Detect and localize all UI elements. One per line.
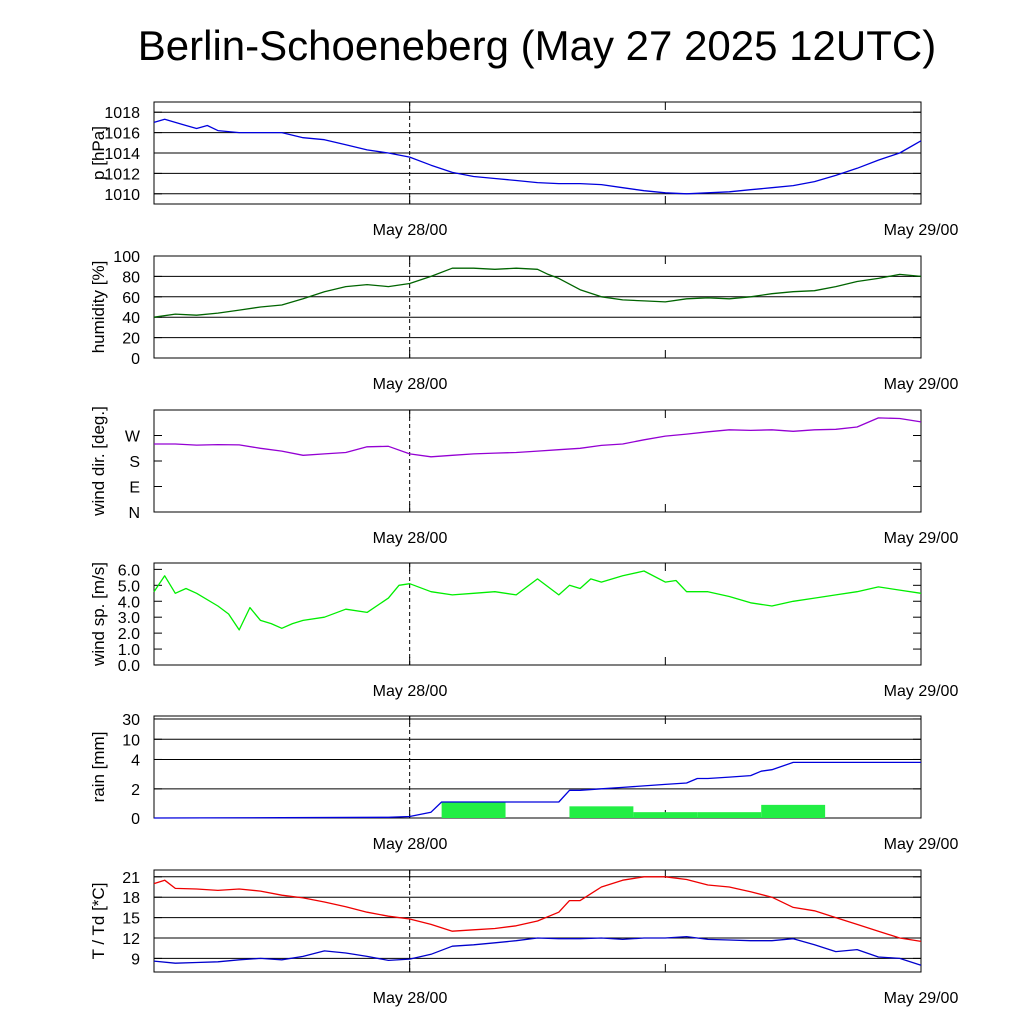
- y-axis-label: humidity [%]: [89, 261, 108, 354]
- y-tick-label: 40: [122, 310, 140, 327]
- x-tick-label: May 28/00: [373, 683, 448, 700]
- x-tick-label: May 29/00: [884, 990, 959, 1007]
- rain-bar: [761, 804, 826, 818]
- series-line-temperature_dewpoint-0: [153, 876, 922, 943]
- plot-frame: [153, 562, 922, 666]
- y-tick-label: 1016: [104, 126, 140, 143]
- y-tick-label: 0: [131, 811, 140, 828]
- y-axis-label: wind dir. [deg.]: [89, 406, 108, 517]
- y-tick-label: 1014: [104, 146, 140, 163]
- y-tick-label: 3.0: [118, 610, 140, 627]
- rain-bar: [441, 801, 506, 818]
- y-tick-label: E: [129, 480, 140, 497]
- y-tick-label: 18: [122, 890, 140, 907]
- y-tick-label: 0: [131, 351, 140, 368]
- y-axis-label: wind sp. [m/s]: [89, 562, 108, 667]
- series-line-rain-0: [153, 761, 921, 819]
- y-tick-label: 2.0: [118, 626, 140, 643]
- series-line-temperature_dewpoint-1: [153, 935, 922, 966]
- x-tick-label: May 28/00: [373, 530, 448, 547]
- rain-bar: [633, 812, 698, 818]
- x-tick-label: May 28/00: [373, 376, 448, 393]
- y-tick-label: 1018: [104, 105, 140, 122]
- y-tick-label: 9: [131, 951, 140, 968]
- series-line-pressure-0: [153, 118, 922, 195]
- y-tick-label: 21: [122, 870, 140, 887]
- y-tick-label: 30: [122, 712, 140, 729]
- y-tick-label: 15: [122, 911, 140, 928]
- y-tick-label: 4: [131, 752, 140, 769]
- y-tick-label: 5.0: [118, 578, 140, 595]
- y-axis-label: T / Td [*C]: [89, 883, 108, 960]
- y-tick-label: 6.0: [118, 562, 140, 579]
- y-tick-label: 100: [113, 249, 140, 266]
- pressure-panel: 1010 1012 1014 1016 1018 May 28/00 May 29/00 p …: [89, 101, 959, 239]
- temperature-dewpoint-panel: 9 12 15 18 21 May 28/00 May 29/00 T / Td [*C]: [89, 869, 959, 1007]
- y-tick-label: 10: [122, 732, 140, 749]
- y-tick-label: 1010: [104, 187, 140, 204]
- x-tick-label: May 28/00: [373, 836, 448, 853]
- x-tick-label: May 29/00: [884, 376, 959, 393]
- y-tick-label: 20: [122, 331, 140, 348]
- plot-frame: [153, 255, 922, 359]
- plot-frame: [153, 409, 922, 513]
- wind-speed-panel: 0.01.02.03.04.05.06.0 May 28/00 May 29/00 w…: [89, 562, 958, 700]
- x-tick-label: May 28/00: [373, 990, 448, 1007]
- y-tick-label: 12: [122, 931, 140, 948]
- rain-bar: [697, 812, 762, 818]
- y-tick-label: 2: [131, 782, 140, 799]
- x-tick-label: May 29/00: [884, 530, 959, 547]
- rain-bar: [569, 806, 634, 818]
- plot-frame: [153, 869, 922, 973]
- x-tick-label: May 29/00: [884, 222, 959, 239]
- y-tick-label: W: [125, 429, 141, 446]
- x-tick-label: May 29/00: [884, 683, 959, 700]
- x-tick-label: May 28/00: [373, 222, 448, 239]
- y-tick-label: 1012: [104, 166, 140, 183]
- humidity-panel: 0 20 40 60 80 100 May 28/00 May 29/00 humidity […: [89, 249, 958, 393]
- plot-frame: [153, 715, 922, 819]
- series-line-wind_speed-0: [153, 570, 922, 631]
- y-tick-label: S: [129, 454, 140, 471]
- y-tick-label: 60: [122, 290, 140, 307]
- series-line-humidity-0: [153, 267, 922, 318]
- x-tick-label: May 29/00: [884, 836, 959, 853]
- y-tick-label: 0.0: [118, 658, 140, 675]
- y-tick-label: 80: [122, 269, 140, 286]
- y-axis-label: p [hPa]: [89, 126, 108, 180]
- y-axis-label: rain [mm]: [89, 732, 108, 803]
- series-line-wind_direction-0: [154, 417, 922, 458]
- y-tick-label: 4.0: [118, 594, 140, 611]
- page-title: Berlin-Schoeneberg (May 27 2025 12UTC): [137, 22, 937, 69]
- y-tick-label: 1.0: [118, 642, 140, 659]
- y-tick-label: N: [128, 505, 140, 522]
- rain-panel: 0 2 4 10 30 May 28/00 May 29/00 rain [mm]: [89, 712, 958, 853]
